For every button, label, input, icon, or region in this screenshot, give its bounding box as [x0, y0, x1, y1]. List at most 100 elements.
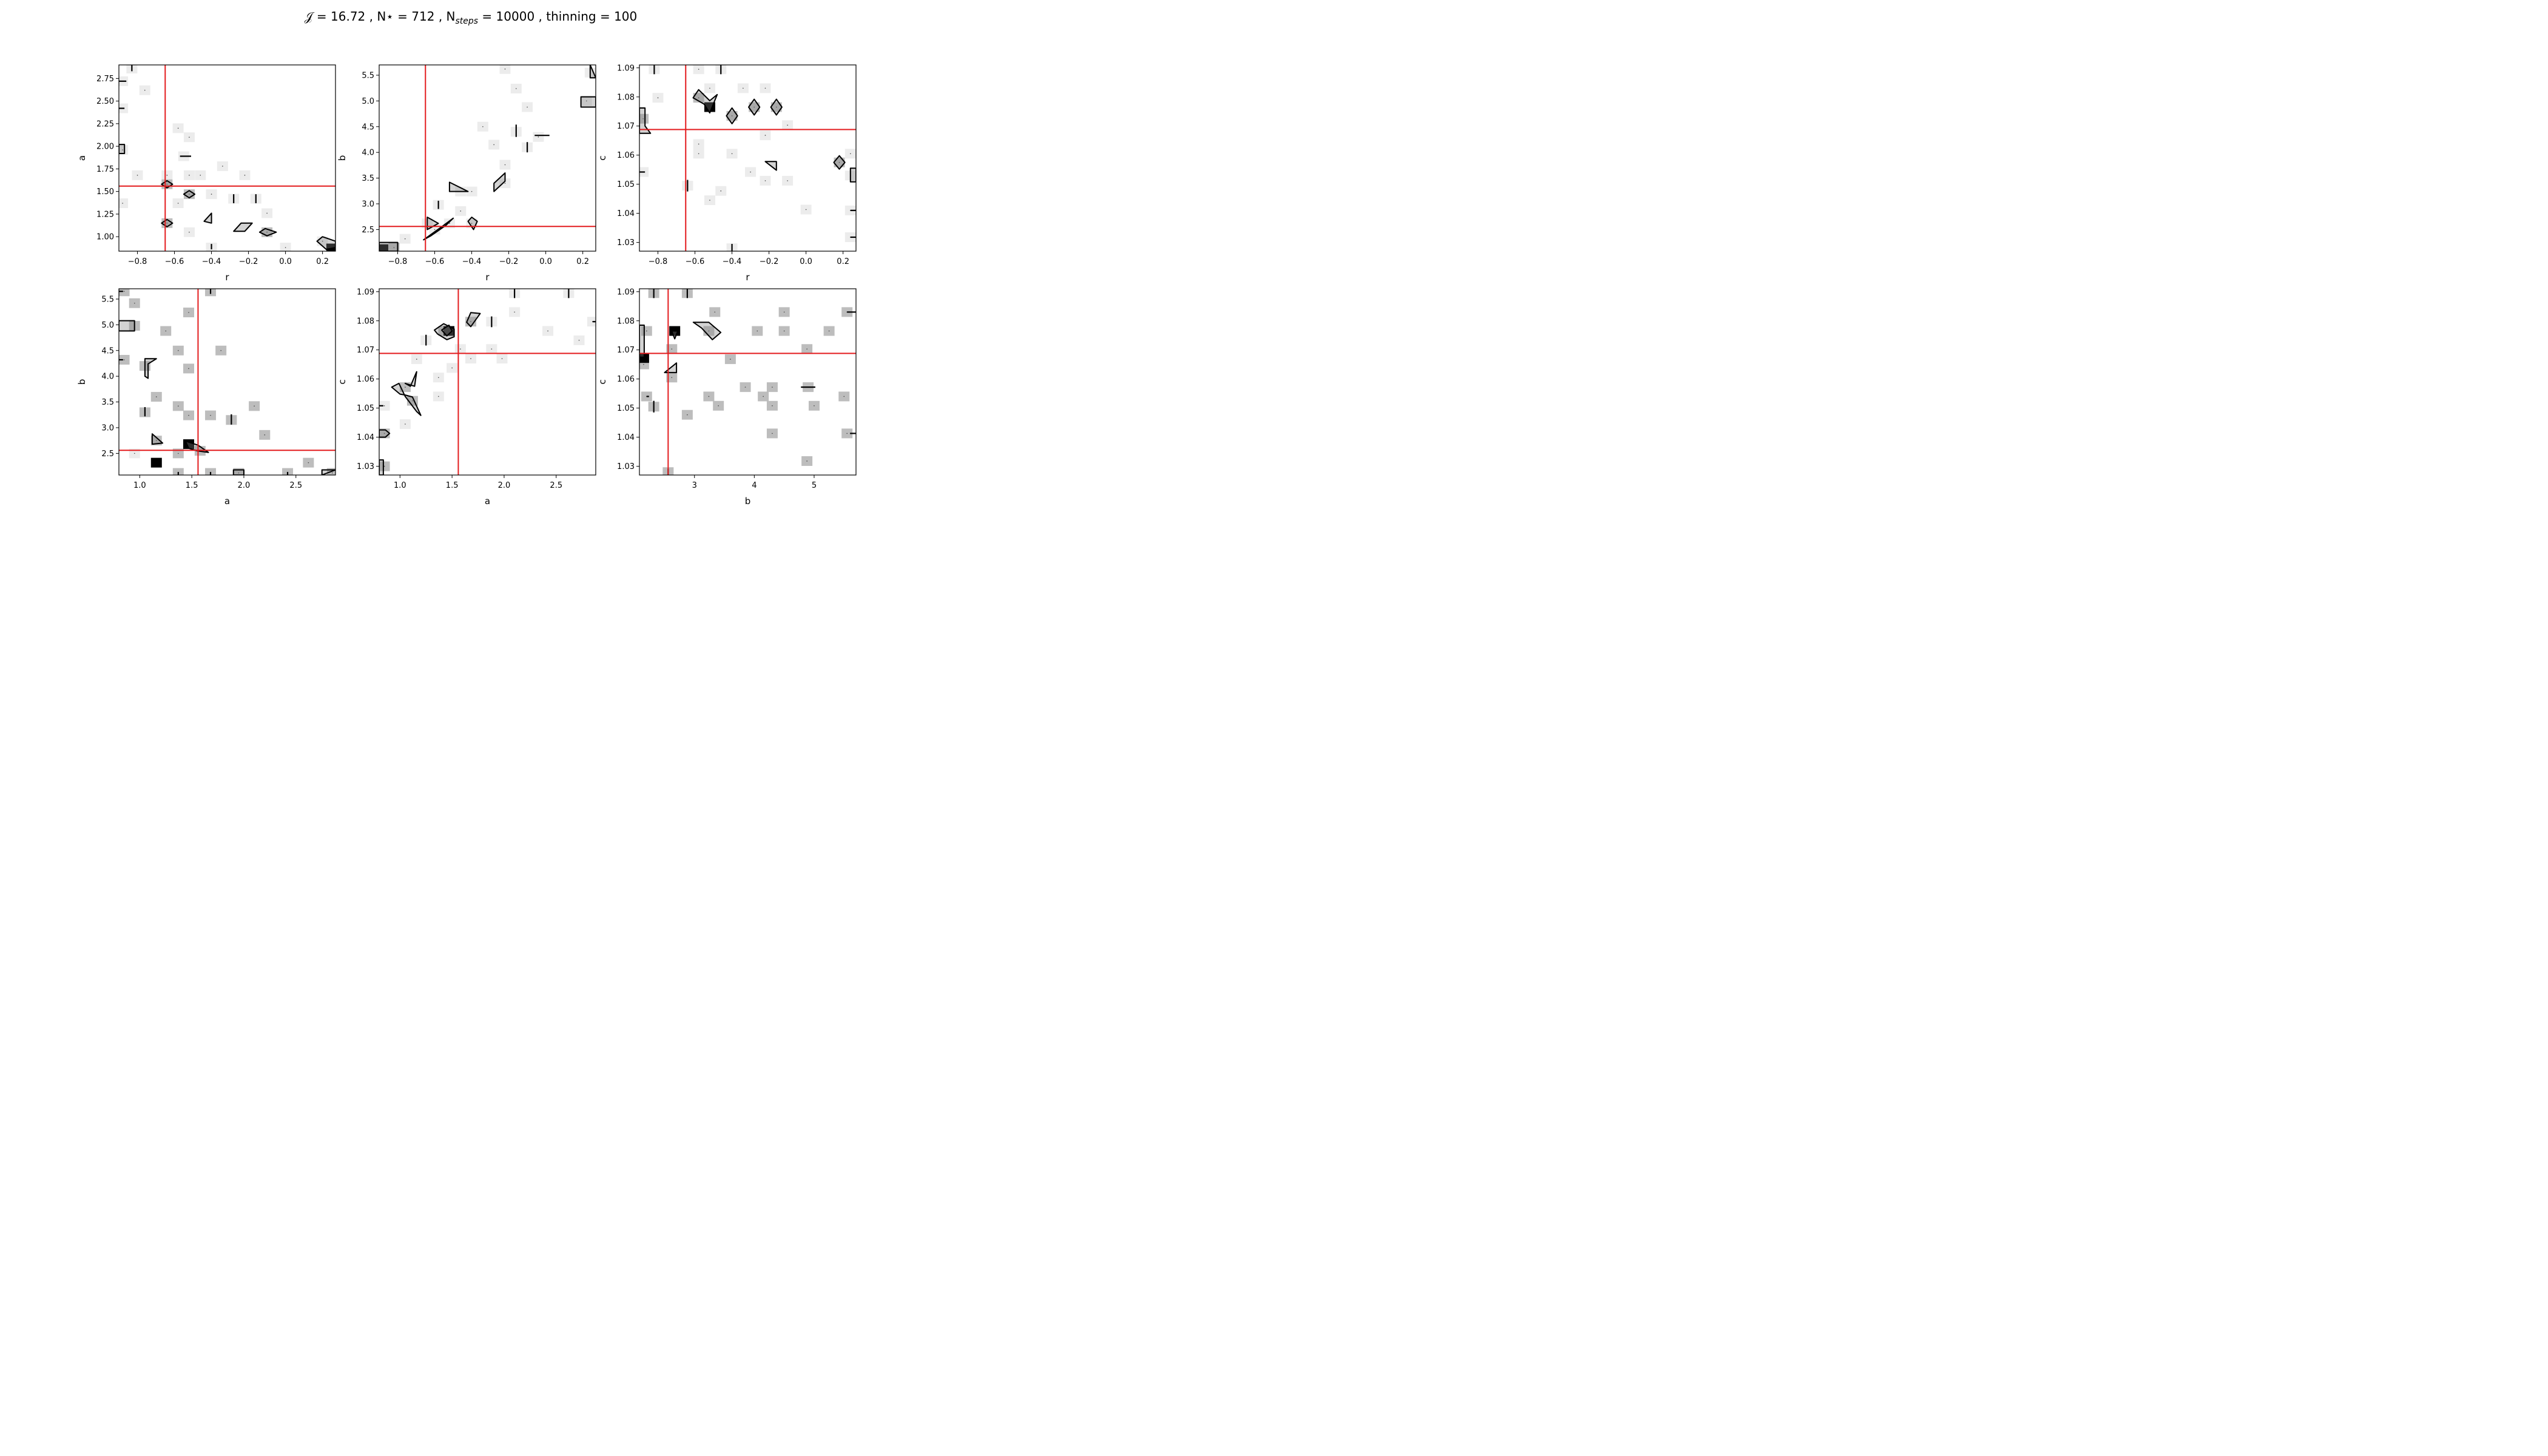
y-tick-label: 5.5 [101, 295, 114, 304]
sample-point [714, 311, 716, 313]
y-tick-label: 1.09 [357, 288, 374, 297]
x-tick-label: 2.5 [289, 481, 302, 490]
contour-polygon [726, 107, 738, 124]
sample-point [122, 203, 123, 204]
y-tick-label: 1.04 [617, 433, 635, 442]
y-tick-label: 1.08 [617, 93, 635, 102]
x-tick-label: −0.2 [239, 257, 258, 266]
y-tick-label: 1.03 [357, 462, 374, 471]
contour-polygon [671, 330, 679, 340]
x-tick-label: −0.4 [462, 257, 482, 266]
sample-point [178, 349, 179, 351]
sample-point [211, 194, 212, 195]
sample-point [585, 100, 587, 102]
y-tick-label: 5.5 [362, 71, 374, 80]
axes-frame [639, 288, 857, 476]
sample-point [538, 136, 539, 138]
contour-polygon [203, 212, 212, 224]
x-tick-label: −0.6 [686, 257, 705, 266]
sample-point [238, 472, 240, 474]
y-tick-label: 1.09 [617, 288, 635, 297]
contour-polygon [692, 322, 722, 340]
sample-point [123, 291, 125, 292]
contour-polygon [493, 172, 506, 192]
histogram-bin [172, 468, 184, 475]
x-tick-label: 2.0 [238, 481, 251, 490]
contour-polygon [232, 469, 244, 475]
x-tick-label: −0.2 [499, 257, 519, 266]
figure: 𝒥 = 16.72 , N⋆ = 712 , Nsteps = 10000 , … [76, 9, 857, 507]
sample-point [177, 203, 179, 204]
y-axis-label: b [337, 155, 348, 161]
sample-point [438, 377, 439, 379]
contour-polygon [258, 228, 277, 237]
x-tick-label: 2.0 [498, 481, 511, 490]
y-tick-label: 1.07 [357, 346, 374, 355]
sample-point [504, 183, 506, 184]
contour-polygon [119, 144, 126, 154]
contour-polygon [664, 362, 678, 374]
x-tick-label: 1.0 [133, 481, 146, 490]
y-axis-label: c [337, 379, 348, 384]
sample-point [805, 209, 807, 211]
sample-point [383, 433, 385, 434]
sample-point [451, 367, 453, 369]
y-tick-label: 2.5 [101, 450, 114, 459]
plot-area [379, 289, 596, 475]
sample-point [687, 414, 688, 416]
axes-frame [118, 288, 336, 476]
sample-point [460, 211, 462, 212]
x-tick-label: −0.8 [388, 257, 408, 266]
sample-point [166, 223, 168, 224]
sample-point [471, 190, 473, 192]
sample-point [708, 330, 710, 332]
sample-point [322, 240, 323, 242]
x-tick-label: −0.4 [202, 257, 221, 266]
figure-title-main: 𝒥 = 16.72 , N⋆ = 712 , N [305, 9, 456, 24]
sample-point [412, 400, 413, 402]
sample-point [285, 247, 286, 248]
sample-point [731, 153, 733, 155]
histogram-bin [150, 457, 162, 468]
histogram-bin [119, 289, 130, 297]
sample-point [698, 153, 699, 155]
contour-polygon [423, 217, 454, 241]
x-tick-label: −0.6 [425, 257, 445, 266]
sample-point [828, 330, 830, 332]
y-tick-label: 1.03 [617, 238, 635, 248]
x-tick-label: 0.2 [576, 257, 589, 266]
y-tick-label: 1.75 [96, 165, 114, 174]
sample-point [178, 453, 179, 454]
contour-polygon [748, 98, 761, 116]
sample-point [332, 472, 333, 474]
contour-polygon [692, 89, 718, 114]
contour-polygon [379, 241, 399, 251]
sample-point [718, 405, 719, 406]
y-tick-label: 1.07 [617, 122, 635, 131]
sample-point [470, 358, 471, 359]
sample-point [708, 396, 710, 397]
y-tick-label: 1.06 [617, 151, 635, 160]
y-tick-label: 1.05 [357, 404, 374, 413]
sample-point [165, 330, 167, 332]
y-tick-label: 5.0 [362, 97, 374, 106]
axes-frame [639, 64, 857, 252]
figure-title-subscript: steps [456, 16, 479, 26]
sample-point [220, 349, 222, 351]
sample-point [643, 363, 644, 365]
x-tick-label: 1.0 [394, 481, 406, 490]
contour-polygon [119, 320, 135, 332]
y-tick-label: 3.0 [101, 423, 114, 433]
sample-point [698, 97, 699, 99]
sample-point [189, 194, 190, 195]
sample-point [383, 465, 385, 467]
sample-point [772, 433, 773, 434]
sample-point [188, 312, 189, 313]
sample-point [471, 223, 473, 224]
sample-point [504, 164, 506, 166]
y-tick-label: 2.50 [96, 97, 114, 106]
y-tick-label: 1.25 [96, 210, 114, 219]
x-tick-label: −0.4 [723, 257, 742, 266]
y-axis-label: a [76, 155, 87, 161]
contour-polygon [233, 222, 253, 232]
